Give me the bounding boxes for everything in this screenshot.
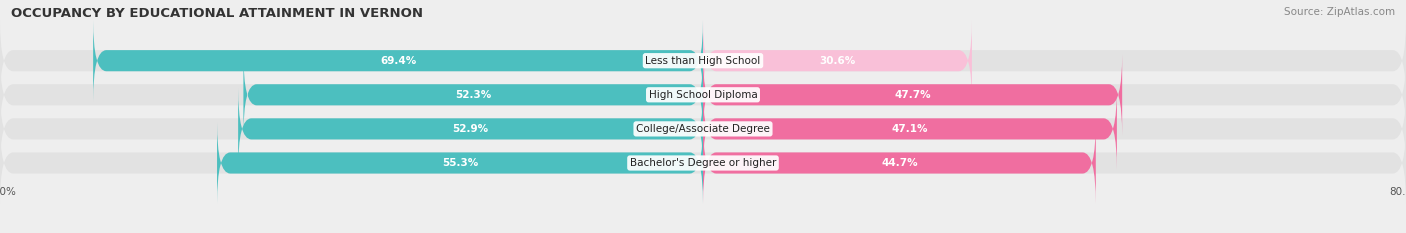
FancyBboxPatch shape [703, 122, 1095, 204]
FancyBboxPatch shape [243, 54, 703, 135]
Text: 44.7%: 44.7% [882, 158, 918, 168]
Text: 55.3%: 55.3% [441, 158, 478, 168]
Text: Less than High School: Less than High School [645, 56, 761, 66]
Text: 30.6%: 30.6% [820, 56, 856, 66]
Text: 47.7%: 47.7% [894, 90, 931, 100]
FancyBboxPatch shape [703, 88, 1116, 169]
FancyBboxPatch shape [703, 20, 972, 101]
Text: College/Associate Degree: College/Associate Degree [636, 124, 770, 134]
Text: 52.3%: 52.3% [456, 90, 491, 100]
Text: 52.9%: 52.9% [453, 124, 489, 134]
Text: 69.4%: 69.4% [380, 56, 416, 66]
Text: Bachelor's Degree or higher: Bachelor's Degree or higher [630, 158, 776, 168]
Text: OCCUPANCY BY EDUCATIONAL ATTAINMENT IN VERNON: OCCUPANCY BY EDUCATIONAL ATTAINMENT IN V… [11, 7, 423, 20]
FancyBboxPatch shape [0, 122, 1406, 204]
Text: 47.1%: 47.1% [891, 124, 928, 134]
FancyBboxPatch shape [703, 54, 1122, 135]
FancyBboxPatch shape [0, 20, 1406, 101]
FancyBboxPatch shape [93, 20, 703, 101]
FancyBboxPatch shape [0, 88, 1406, 169]
FancyBboxPatch shape [0, 54, 1406, 135]
FancyBboxPatch shape [238, 88, 703, 169]
FancyBboxPatch shape [217, 122, 703, 204]
Text: Source: ZipAtlas.com: Source: ZipAtlas.com [1284, 7, 1395, 17]
Text: High School Diploma: High School Diploma [648, 90, 758, 100]
